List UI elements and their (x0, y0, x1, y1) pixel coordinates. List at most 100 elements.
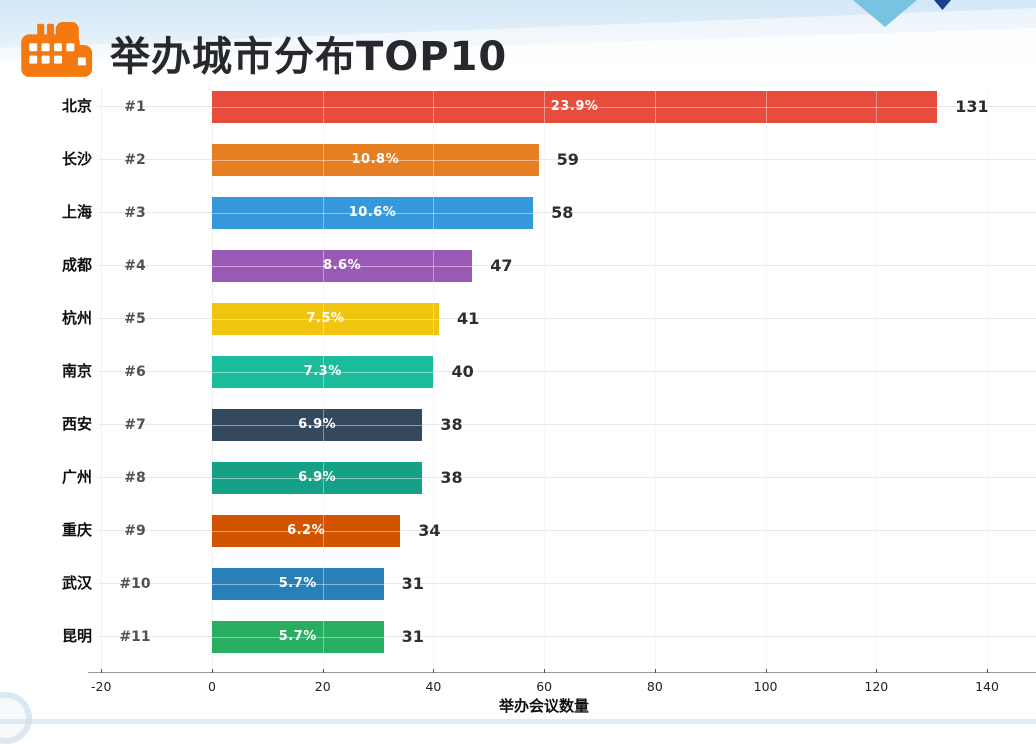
x-tick-label: 120 (864, 679, 889, 694)
x-axis-tick (876, 669, 878, 673)
x-tick-label: 40 (425, 679, 442, 694)
vertical-gridline (544, 86, 546, 672)
city-label: 南京 (61, 362, 92, 380)
category-gridline (98, 212, 1036, 213)
chart-row: 重庆 #9 6.2% 34 (0, 504, 1036, 557)
category-gridline (98, 424, 1036, 425)
vertical-gridline-overlay (654, 86, 656, 663)
value-label: 31 (401, 627, 424, 646)
rank-label: #6 (124, 364, 146, 380)
value-label: 131 (955, 97, 989, 116)
value-label: 38 (440, 468, 463, 487)
category-gridline (98, 530, 1036, 531)
triangle-navy (934, 0, 951, 10)
city-label: 昆明 (61, 627, 92, 645)
rank-label: #8 (124, 470, 146, 486)
bar-重庆: 6.2% (212, 514, 401, 547)
x-tick-label: 80 (646, 679, 663, 694)
x-axis-line (88, 672, 1036, 673)
x-axis-tick (433, 669, 435, 673)
bar-长沙: 10.8% (212, 143, 539, 176)
bar-昆明: 5.7% (212, 620, 384, 653)
bottom-edge-decoration (0, 719, 1036, 724)
city-label: 上海 (61, 203, 92, 221)
bar-武汉: 5.7% (212, 567, 384, 600)
x-tick-label: 140 (975, 679, 999, 694)
chart-row: 北京 #1 23.9% 131 (0, 80, 1036, 133)
percent-label: 8.6% (323, 257, 362, 273)
category-gridline (98, 477, 1036, 478)
bar-杭州: 7.5% (212, 302, 439, 335)
vertical-gridline (765, 86, 767, 672)
vertical-gridline-overlay (322, 86, 324, 663)
city-label: 长沙 (61, 150, 92, 168)
category-gridline (98, 318, 1036, 319)
vertical-gridline (101, 86, 103, 672)
bar-成都: 8.6% (212, 249, 473, 282)
chart-row: 长沙 #2 10.8% 59 (0, 133, 1036, 186)
x-tick-label: 0 (208, 679, 216, 694)
vertical-gridline-overlay (433, 86, 435, 663)
rank-label: #2 (124, 152, 146, 168)
x-axis-tick (101, 669, 103, 673)
x-tick-label: 100 (753, 679, 778, 694)
percent-label: 10.6% (348, 204, 397, 220)
percent-label: 6.9% (298, 416, 337, 432)
x-axis-title: 举办会议数量 (498, 697, 589, 715)
bar-西安: 6.9% (212, 408, 423, 441)
city-label: 武汉 (61, 574, 92, 592)
bar-chart: 北京 #1 23.9% 131 长沙 #2 10.8% 59 上海 #3 10.6% 58 成都 #4 8.… (0, 80, 1036, 715)
rank-label: #9 (124, 523, 146, 539)
rank-label: #3 (124, 205, 146, 221)
chart-row: 昆明 #11 5.7% 31 (0, 610, 1036, 663)
value-label: 31 (401, 574, 424, 593)
value-label: 34 (418, 521, 441, 540)
bar-北京: 23.9% (212, 90, 938, 123)
value-label: 38 (440, 415, 463, 434)
percent-label: 23.9% (550, 98, 599, 114)
rank-label: #10 (119, 576, 151, 592)
value-label: 40 (451, 362, 474, 381)
percent-label: 6.9% (298, 469, 337, 485)
category-gridline (98, 583, 1036, 584)
page-title: 举办城市分布TOP10 (110, 34, 508, 80)
vertical-gridline (654, 86, 656, 672)
bar-上海: 10.6% (212, 196, 534, 229)
page-header: 举办城市分布TOP10 (14, 22, 507, 84)
percent-label: 10.8% (351, 151, 400, 167)
x-axis-tick (654, 669, 656, 673)
chart-row: 杭州 #5 7.5% 41 (0, 292, 1036, 345)
percent-label: 5.7% (278, 628, 317, 644)
chart-row: 西安 #7 6.9% 38 (0, 398, 1036, 451)
vertical-gridline (876, 86, 878, 672)
bar-南京: 7.3% (212, 355, 434, 388)
vertical-gridline-overlay (544, 86, 546, 663)
chart-row: 武汉 #10 5.7% 31 (0, 557, 1036, 610)
value-label: 41 (456, 309, 480, 328)
category-gridline (98, 371, 1036, 372)
rank-label: #5 (124, 311, 146, 327)
city-label: 成都 (61, 256, 92, 274)
category-gridline (98, 636, 1036, 637)
bar-广州: 6.9% (212, 461, 423, 494)
rank-label: #4 (124, 258, 146, 274)
x-tick-label: -20 (91, 679, 112, 694)
rank-label: #1 (124, 99, 146, 115)
percent-label: 6.2% (287, 522, 326, 538)
vertical-gridline (433, 86, 435, 672)
vertical-gridline-overlay (876, 86, 878, 663)
city-label: 广州 (61, 468, 92, 486)
x-axis-tick (765, 669, 767, 673)
category-gridline (98, 159, 1036, 160)
value-label: 47 (490, 256, 513, 275)
vertical-gridline (987, 86, 989, 672)
x-axis-tick (544, 669, 546, 673)
rank-label: #11 (119, 629, 151, 645)
percent-label: 5.7% (278, 575, 317, 591)
x-axis-tick (987, 669, 989, 673)
building-icon (21, 22, 93, 77)
city-label: 杭州 (61, 309, 92, 327)
category-gridline (98, 265, 1036, 266)
x-tick-label: 20 (314, 679, 331, 694)
percent-label: 7.5% (306, 310, 345, 326)
